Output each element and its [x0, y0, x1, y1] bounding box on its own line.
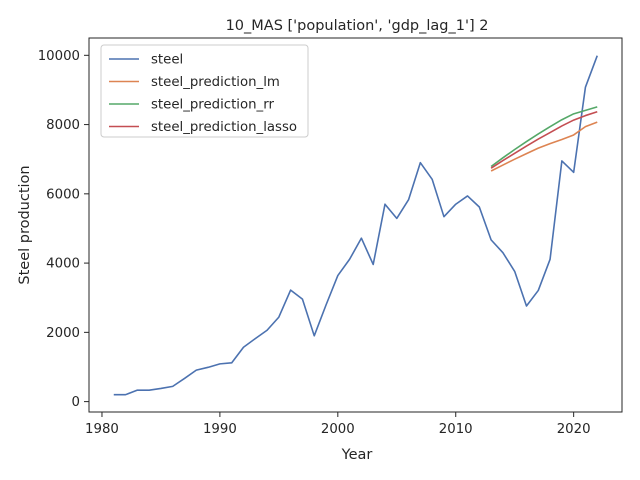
- y-tick-label-3: 6000: [46, 187, 80, 202]
- legend-box: [100, 44, 309, 138]
- legend-label-2: steel_prediction_rr: [151, 98, 274, 113]
- x-tick-label-4: 2020: [557, 422, 591, 437]
- series-line-0: [113, 55, 598, 396]
- legend-label-0: steel: [151, 53, 183, 68]
- series-line-2: [490, 106, 598, 168]
- x-axis: 1980 1990 2000 2010 2020: [85, 412, 591, 437]
- y-tick-label-0: 0: [72, 395, 80, 410]
- y-tick-label-5: 10000: [38, 49, 80, 64]
- legend: steel steel_prediction_lm steel_prediction…: [100, 44, 309, 138]
- y-axis: 0 2000 4000 6000 8000 10000: [38, 49, 89, 410]
- y-tick-label-2: 4000: [46, 257, 80, 272]
- x-tick-label-2: 2000: [321, 422, 355, 437]
- series-line-1: [490, 121, 598, 172]
- legend-label-1: steel_prediction_lm: [151, 75, 280, 90]
- plot-frame: [88, 37, 623, 413]
- x-axis-label: Year: [341, 447, 373, 463]
- y-axis-label: Steel production: [17, 165, 33, 284]
- plot-lines: [113, 55, 598, 396]
- series-line-3: [490, 110, 598, 169]
- legend-label-3: steel_prediction_lasso: [151, 120, 297, 135]
- x-tick-label-1: 1990: [203, 422, 237, 437]
- chart-title: 10_MAS ['population', 'gdp_lag_1'] 2: [226, 18, 489, 34]
- x-tick-label-0: 1980: [85, 422, 119, 437]
- y-tick-label-4: 8000: [46, 118, 80, 133]
- y-tick-label-1: 2000: [46, 326, 80, 341]
- x-tick-label-3: 2010: [439, 422, 473, 437]
